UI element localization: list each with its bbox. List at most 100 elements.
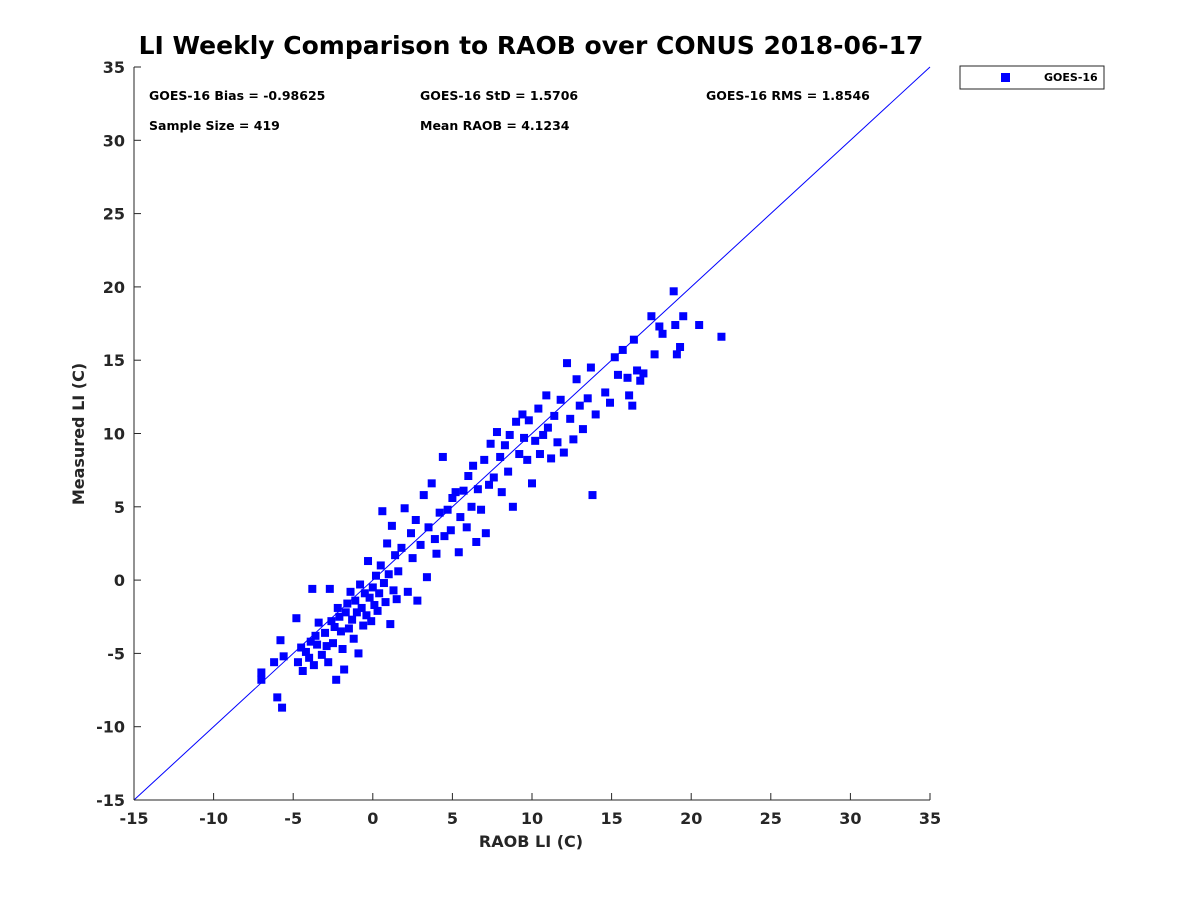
data-point	[496, 452, 505, 461]
data-point	[559, 448, 568, 457]
x-tick-label: 30	[839, 809, 861, 828]
data-point	[424, 523, 433, 532]
data-point	[531, 436, 540, 445]
data-point	[606, 398, 615, 407]
one-to-one-line	[133, 66, 931, 801]
data-point	[332, 675, 341, 684]
data-point	[387, 521, 396, 530]
data-point	[497, 488, 506, 497]
data-point	[518, 410, 527, 419]
data-point	[639, 369, 648, 378]
data-point	[550, 411, 559, 420]
data-point	[578, 425, 587, 434]
data-point	[535, 450, 544, 459]
legend-label-goes16: GOES-16	[1044, 71, 1098, 84]
data-point	[473, 485, 482, 494]
data-point	[467, 502, 476, 511]
data-point	[515, 450, 524, 459]
data-point	[276, 636, 285, 645]
x-tick-label: 5	[447, 809, 458, 828]
data-point	[386, 620, 395, 629]
data-point	[308, 584, 317, 593]
data-point	[443, 505, 452, 514]
data-point	[352, 608, 361, 617]
data-point	[376, 561, 385, 570]
data-point	[305, 653, 314, 662]
x-tick-label: 20	[680, 809, 702, 828]
data-point	[400, 504, 409, 513]
legend-box	[959, 65, 1105, 90]
data-point	[383, 539, 392, 548]
data-point	[647, 312, 656, 321]
x-axis-label: RAOB LI (C)	[479, 832, 583, 851]
data-point	[456, 513, 465, 522]
data-point	[273, 693, 282, 702]
data-point	[373, 606, 382, 615]
data-point	[623, 373, 632, 382]
x-tick-label: 25	[760, 809, 782, 828]
data-point	[371, 571, 380, 580]
data-point	[336, 627, 345, 636]
data-point	[416, 540, 425, 549]
data-point	[391, 551, 400, 560]
mean-raob-annotation: Mean RAOB = 4.1234	[420, 118, 570, 133]
data-point	[586, 363, 595, 372]
y-tick-label: 5	[114, 498, 125, 517]
data-point	[462, 523, 471, 532]
y-tick-label: 0	[114, 571, 125, 590]
data-point	[292, 614, 301, 623]
data-point	[588, 491, 597, 500]
data-point	[658, 329, 667, 338]
data-point	[542, 391, 551, 400]
legend: GOES-16	[959, 65, 1105, 90]
data-point	[655, 322, 664, 331]
data-point	[368, 583, 377, 592]
data-point	[477, 505, 486, 514]
data-point	[313, 640, 322, 649]
data-point	[512, 417, 521, 426]
data-point	[469, 461, 478, 470]
y-axis-ticks: -15 -10 -5 0 5 10 15 20 25 30 35	[96, 58, 141, 810]
data-point	[547, 454, 556, 463]
data-point	[356, 580, 365, 589]
x-tick-label: 35	[919, 809, 941, 828]
data-point	[679, 312, 688, 321]
data-point	[459, 486, 468, 495]
data-points	[257, 287, 726, 712]
data-point	[348, 615, 357, 624]
data-point	[672, 350, 681, 359]
data-point	[556, 395, 565, 404]
data-point	[349, 634, 358, 643]
y-tick-label: 15	[103, 351, 125, 370]
bias-annotation: GOES-16 Bias = -0.98625	[149, 88, 325, 103]
data-point	[330, 623, 339, 632]
data-point	[346, 587, 355, 596]
rms-annotation: GOES-16 RMS = 1.8546	[706, 88, 870, 103]
data-point	[306, 637, 315, 646]
x-tick-label: 10	[521, 809, 543, 828]
data-point	[432, 549, 441, 558]
data-point	[297, 643, 306, 652]
data-point	[340, 665, 349, 674]
data-point	[448, 494, 457, 503]
data-point	[407, 529, 416, 538]
x-tick-label: 0	[367, 809, 378, 828]
data-point	[354, 649, 363, 658]
data-point	[359, 621, 368, 630]
data-point	[591, 410, 600, 419]
data-point	[563, 359, 572, 368]
data-point	[397, 543, 406, 552]
data-point	[413, 596, 422, 605]
data-point	[335, 612, 344, 621]
y-tick-label: 35	[103, 58, 125, 77]
data-point	[344, 624, 353, 633]
y-axis-label: Measured LI (C)	[69, 363, 88, 505]
data-point	[325, 584, 334, 593]
data-point	[625, 391, 634, 400]
data-point	[375, 589, 384, 598]
data-point	[613, 370, 622, 379]
data-point	[601, 388, 610, 397]
data-point	[446, 526, 455, 535]
data-point	[480, 455, 489, 464]
data-point	[572, 375, 581, 384]
